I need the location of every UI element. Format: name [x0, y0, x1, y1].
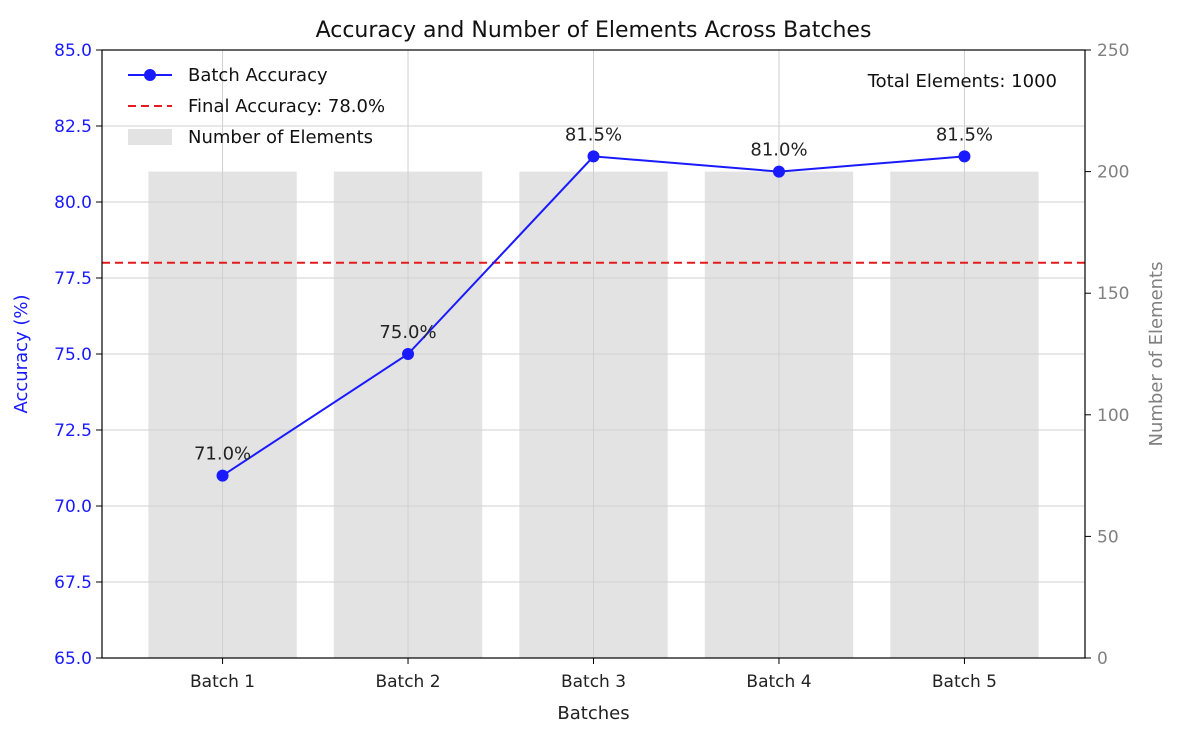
y-left-tick-label: 65.0 [54, 649, 92, 669]
y-left-tick-label: 72.5 [54, 421, 92, 441]
accuracy-data-label: 81.5% [936, 124, 993, 145]
x-axis-label: Batches [557, 703, 629, 724]
accuracy-point-batch-3 [587, 150, 600, 163]
y-left-axis-label: Accuracy (%) [11, 294, 32, 413]
x-tick-label: Batch 5 [932, 672, 997, 692]
y-left-tick-label: 67.5 [54, 573, 92, 593]
x-tick-label: Batch 3 [561, 672, 626, 692]
x-tick-label: Batch 2 [375, 672, 440, 692]
y-right-tick-label: 0 [1097, 649, 1108, 669]
legend-swatch-bar [128, 129, 172, 145]
y-left-tick-label: 75.0 [54, 345, 92, 365]
accuracy-data-label: 81.5% [565, 124, 622, 145]
accuracy-point-batch-1 [216, 469, 229, 482]
total-elements-annotation: Total Elements: 1000 [867, 71, 1057, 92]
accuracy-point-batch-5 [958, 150, 971, 163]
y-right-axis-label: Number of Elements [1146, 261, 1167, 446]
accuracy-point-batch-4 [772, 165, 785, 178]
legend-label: Final Accuracy: 78.0% [188, 96, 385, 117]
accuracy-data-label: 71.0% [194, 444, 251, 465]
y-left-tick-label: 70.0 [54, 497, 92, 517]
accuracy-point-batch-2 [402, 348, 415, 360]
y-left-tick-label: 82.5 [54, 117, 92, 137]
y-left-tick-label: 77.5 [54, 269, 92, 289]
x-tick-label: Batch 4 [746, 672, 811, 692]
x-tick-label: Batch 1 [190, 672, 255, 692]
legend-label: Batch Accuracy [188, 65, 328, 86]
legend-swatch-marker [144, 69, 156, 81]
accuracy-data-label: 81.0% [750, 140, 807, 161]
y-right-tick-label: 250 [1097, 41, 1129, 61]
y-left-tick-label: 85.0 [54, 41, 92, 61]
chart-title: Accuracy and Number of Elements Across B… [316, 18, 872, 43]
y-right-tick-label: 200 [1097, 163, 1129, 183]
y-right-tick-label: 50 [1097, 527, 1119, 547]
y-left-tick-label: 80.0 [54, 193, 92, 213]
y-right-tick-label: 100 [1097, 406, 1129, 426]
accuracy-data-label: 75.0% [379, 322, 436, 343]
legend-label: Number of Elements [188, 127, 373, 148]
y-right-tick-label: 150 [1097, 284, 1129, 304]
